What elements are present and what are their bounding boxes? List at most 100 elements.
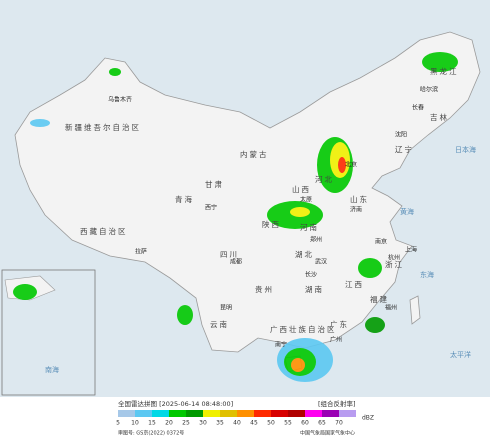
sea-label: 南海 bbox=[45, 365, 59, 374]
legend-label: 45 bbox=[250, 420, 258, 427]
city: 昆明 bbox=[220, 305, 232, 312]
province: 河南 bbox=[300, 222, 319, 232]
province: 吉林 bbox=[430, 112, 449, 122]
radar-echoes bbox=[13, 52, 458, 382]
province: 山东 bbox=[350, 194, 369, 204]
province: 河北 bbox=[315, 175, 334, 184]
legend-swatch bbox=[135, 410, 152, 417]
province: 甘肃 bbox=[205, 179, 224, 189]
legend-swatch bbox=[288, 410, 305, 417]
city: 福州 bbox=[385, 304, 397, 312]
echo bbox=[290, 207, 310, 217]
legend-swatch bbox=[271, 410, 288, 417]
legend-swatch bbox=[118, 410, 135, 417]
city: 西宁 bbox=[205, 204, 217, 212]
province: 四川 bbox=[220, 250, 239, 259]
publisher: 中国气象局国家气象中心 bbox=[300, 430, 355, 437]
province: 新疆维吾尔自治区 bbox=[65, 122, 141, 132]
province: 贵州 bbox=[255, 284, 274, 294]
province-labels: 新疆维吾尔自治区 西藏自治区 青海 内蒙古 四川 云南 黑龙江 吉林 辽宁 山东… bbox=[65, 66, 459, 334]
product: [组合反射率] bbox=[318, 399, 356, 408]
echo bbox=[109, 68, 121, 76]
province: 广西壮族自治区 bbox=[270, 324, 337, 334]
echo bbox=[177, 305, 193, 325]
echo bbox=[338, 157, 346, 173]
city-labels: 乌鲁木齐 拉萨 西宁 成都 昆明 长沙 广州 南宁 哈尔滨 长春 沈阳 济南 郑… bbox=[108, 86, 438, 349]
city: 太原 bbox=[300, 196, 312, 204]
province: 云南 bbox=[210, 319, 229, 329]
legend-label: 10 bbox=[131, 420, 139, 427]
legend-unit: dBZ bbox=[362, 415, 374, 422]
city: 南京 bbox=[375, 238, 387, 246]
province: 青海 bbox=[175, 194, 194, 204]
city: 长春 bbox=[412, 104, 424, 112]
legend-label: 30 bbox=[199, 420, 207, 427]
echo bbox=[13, 284, 37, 300]
city: 南宁 bbox=[275, 341, 287, 349]
legend-swatch bbox=[339, 410, 356, 417]
province: 浙江 bbox=[385, 259, 404, 269]
legend-swatch bbox=[152, 410, 169, 417]
legend-label: 25 bbox=[182, 420, 190, 427]
legend-label: 70 bbox=[335, 420, 343, 427]
city: 沈阳 bbox=[395, 131, 407, 139]
echo bbox=[358, 258, 382, 278]
legend-swatch bbox=[169, 410, 186, 417]
city: 乌鲁木齐 bbox=[108, 96, 132, 104]
echo bbox=[422, 52, 458, 72]
legend-swatch bbox=[203, 410, 220, 417]
province: 山西 bbox=[292, 184, 311, 194]
legend-swatch bbox=[237, 410, 254, 417]
province: 湖南 bbox=[305, 284, 324, 294]
legend-swatch bbox=[220, 410, 237, 417]
title: 全国雷达拼图 [2025-06-14 08:48:00] bbox=[118, 399, 233, 408]
city: 济南 bbox=[350, 206, 362, 214]
sea-label: 黄海 bbox=[400, 207, 414, 216]
sea-labels: 日本海 黄海 东海 太平洋 南海 bbox=[45, 145, 476, 374]
sea-label: 太平洋 bbox=[450, 350, 471, 359]
province: 黑龙江 bbox=[430, 66, 459, 76]
taiwan bbox=[409, 295, 421, 325]
legend-label: 50 bbox=[267, 420, 275, 427]
city: 杭州 bbox=[388, 254, 400, 262]
legend-swatch bbox=[322, 410, 339, 417]
city: 上海 bbox=[405, 246, 417, 254]
legend-label: 55 bbox=[284, 420, 292, 427]
sea-label: 日本海 bbox=[455, 145, 476, 154]
province: 江西 bbox=[345, 280, 364, 289]
city: 长沙 bbox=[305, 271, 317, 279]
legend-swatch bbox=[305, 410, 322, 417]
province: 内蒙古 bbox=[240, 149, 269, 159]
province: 福建 bbox=[370, 294, 389, 304]
city: 广州 bbox=[330, 336, 342, 344]
legend: 5 10 15 20 25 30 35 40 45 50 55 60 65 70 bbox=[116, 410, 356, 427]
legend-label: 35 bbox=[216, 420, 224, 427]
legend-label: 5 bbox=[116, 420, 120, 427]
legend-swatch bbox=[254, 410, 271, 417]
legend-label: 65 bbox=[318, 420, 326, 427]
legend-label: 15 bbox=[148, 420, 156, 427]
city: 武汉 bbox=[315, 258, 327, 266]
province: 西藏自治区 bbox=[80, 226, 128, 236]
approval: 审图号: GS京(2022) 0372号 bbox=[118, 430, 184, 437]
city: 拉萨 bbox=[135, 248, 147, 256]
city: 成都 bbox=[230, 258, 242, 266]
legend-panel bbox=[0, 397, 490, 439]
legend-swatch bbox=[186, 410, 203, 417]
province: 辽宁 bbox=[395, 144, 414, 154]
echo bbox=[30, 119, 50, 127]
legend-label: 20 bbox=[165, 420, 173, 427]
city: 哈尔滨 bbox=[420, 86, 438, 94]
echo bbox=[291, 358, 305, 372]
province: 陕西 bbox=[262, 219, 281, 229]
province: 广东 bbox=[330, 319, 349, 329]
legend-label: 40 bbox=[233, 420, 241, 427]
legend-label: 60 bbox=[301, 420, 309, 427]
sea-label: 东海 bbox=[420, 270, 434, 279]
echo bbox=[365, 317, 385, 333]
province: 湖北 bbox=[295, 250, 314, 259]
city: 北京 bbox=[345, 161, 357, 169]
city: 郑州 bbox=[310, 236, 322, 244]
